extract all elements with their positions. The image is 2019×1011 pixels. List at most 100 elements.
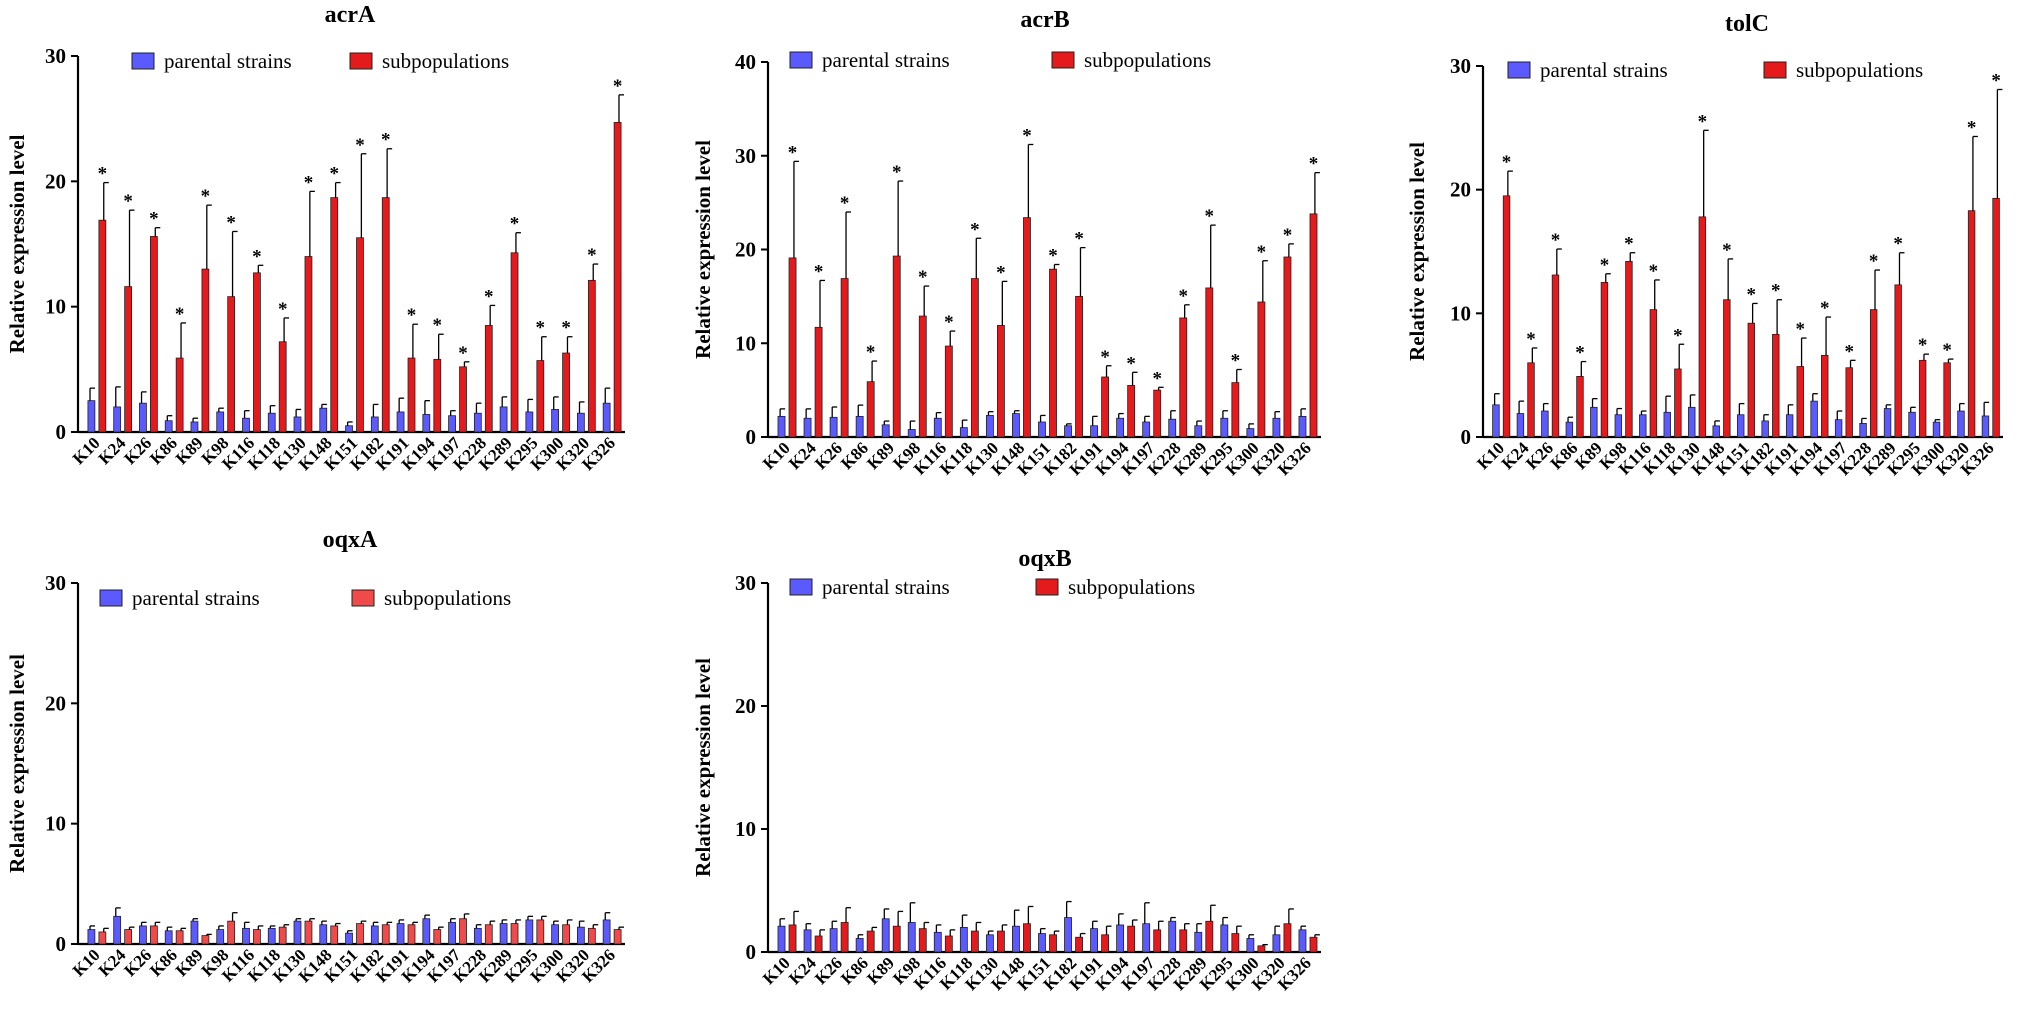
bar-parental	[602, 919, 611, 945]
bar-subpopulations	[1257, 945, 1266, 953]
bar-parental	[448, 415, 456, 433]
bar-parental	[777, 925, 786, 953]
bar-parental	[551, 924, 559, 945]
significance-star: *	[201, 186, 211, 207]
bar-parental	[933, 931, 942, 953]
bar-subpopulations	[892, 925, 901, 953]
bar-subpopulations	[587, 279, 596, 433]
significance-star: *	[304, 172, 314, 193]
bar-subpopulations	[562, 352, 570, 433]
bar-parental	[1012, 925, 1020, 953]
significance-star: *	[1575, 343, 1585, 364]
bar-subpopulations	[381, 197, 390, 433]
y-tick-label: 0	[746, 425, 757, 449]
significance-star: *	[866, 342, 876, 363]
significance-star: *	[1722, 240, 1732, 261]
bar-subpopulations	[1869, 309, 1878, 438]
bar-parental	[1194, 425, 1203, 438]
y-axis-label: Relative expression level	[691, 658, 715, 877]
bar-subpopulations	[407, 357, 416, 433]
bar-subpopulations	[1283, 256, 1292, 438]
bar-subpopulations	[433, 358, 442, 433]
bar-subpopulations	[201, 268, 210, 433]
y-tick-label: 0	[1461, 425, 1472, 449]
bar-subpopulations	[1205, 287, 1214, 438]
bar-subpopulations	[1049, 268, 1057, 438]
significance-star: *	[1796, 319, 1806, 340]
y-tick-label: 10	[735, 817, 756, 841]
bar-subpopulations	[1101, 376, 1110, 438]
bar-subpopulations	[1747, 322, 1756, 438]
significance-star: *	[892, 162, 902, 183]
bar-parental	[216, 411, 225, 433]
bar-subpopulations	[227, 296, 236, 433]
bar-subpopulations	[1576, 376, 1584, 438]
bar-subpopulations	[1918, 359, 1927, 438]
legend-swatch-subpopulations	[1035, 578, 1059, 596]
bar-parental	[164, 420, 173, 433]
legend-swatch-parental	[99, 589, 123, 607]
bar-subpopulations	[1283, 923, 1292, 953]
significance-star: *	[407, 305, 417, 326]
bar-subpopulations	[1127, 925, 1136, 953]
significance-star: *	[1771, 281, 1781, 302]
significance-star: *	[1551, 230, 1561, 251]
significance-star: *	[1074, 229, 1084, 250]
y-tick-label: 0	[56, 420, 67, 444]
bar-subpopulations	[1153, 389, 1162, 438]
significance-star: *	[613, 76, 623, 97]
bar-subpopulations	[814, 935, 823, 953]
panel-oqxA: oqxA Relative expression level 0 10 20 30 pare…	[5, 527, 625, 986]
legend-label-parental: parental strains	[1540, 58, 1668, 82]
bar-parental	[345, 932, 353, 945]
bar-parental	[855, 938, 864, 953]
bar-parental	[1736, 414, 1745, 438]
bar-parental	[87, 929, 96, 945]
significance-star: *	[1526, 329, 1536, 350]
bar-subpopulations	[997, 930, 1005, 953]
bar-parental	[1220, 417, 1229, 438]
bar-parental	[1012, 413, 1020, 438]
bar-parental	[1492, 404, 1500, 438]
bar-subpopulations	[840, 278, 849, 438]
y-tick-label: 10	[45, 812, 66, 836]
bar-subpopulations	[98, 931, 107, 945]
chart-title: oqxB	[1018, 546, 1071, 572]
bar-subpopulations	[536, 360, 545, 433]
significance-star: *	[226, 212, 236, 233]
bar-subpopulations	[814, 326, 823, 438]
bar-parental	[139, 402, 147, 433]
significance-star: *	[1100, 347, 1110, 368]
bar-subpopulations	[970, 930, 979, 953]
significance-star: *	[355, 135, 365, 156]
legend-swatch-parental	[789, 578, 813, 596]
bar-parental	[777, 415, 786, 438]
bar-subpopulations	[175, 930, 184, 945]
chart-title: oqxA	[323, 527, 378, 553]
legend-label-subpopulations: subpopulations	[1796, 58, 1923, 82]
bar-parental	[87, 400, 96, 433]
bar-subpopulations	[918, 928, 927, 953]
bar-parental	[1688, 406, 1696, 438]
significance-star: *	[1991, 70, 2001, 91]
bar-subpopulations	[1049, 934, 1057, 953]
bar-parental	[448, 921, 456, 945]
significance-star: *	[918, 267, 928, 288]
bar-parental	[525, 919, 534, 945]
bar-parental	[422, 414, 431, 433]
bar-subpopulations	[1231, 933, 1240, 953]
bar-parental	[1590, 406, 1598, 438]
bar-parental	[829, 416, 838, 438]
significance-star: *	[840, 193, 850, 214]
bar-parental	[1908, 411, 1916, 438]
bar-subpopulations	[1231, 382, 1240, 438]
bar-parental	[803, 417, 812, 438]
bar-subpopulations	[997, 325, 1005, 438]
panel-oqxB: oqxB Relative expression level 0 10 20 30 pare…	[691, 546, 1321, 994]
significance-star: *	[1624, 234, 1634, 255]
bar-parental	[1116, 924, 1125, 953]
bar-subpopulations	[1101, 934, 1110, 953]
bar-subpopulations	[1723, 299, 1731, 438]
bar-subpopulations	[304, 920, 313, 945]
bar-parental	[1883, 408, 1892, 438]
